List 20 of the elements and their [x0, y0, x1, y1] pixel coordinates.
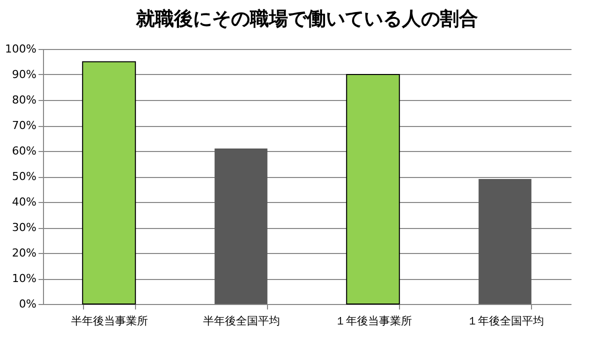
y-tick-label: 50%: [12, 170, 36, 183]
y-tick-label: 70%: [12, 119, 36, 132]
y-tick-label: 40%: [12, 196, 36, 208]
y-tick-label: 100%: [5, 42, 36, 56]
bar: [346, 74, 400, 304]
y-tick-label: 20%: [12, 246, 36, 260]
x-tick-label: １年後当事業所: [335, 314, 412, 328]
chart-title: 就職後にその職場で働いている人の割合: [135, 8, 478, 30]
bar: [82, 61, 136, 304]
y-tick-label: 0%: [19, 298, 36, 310]
x-tick-label: 半年後当事業所: [71, 314, 148, 328]
y-tick-label: 80%: [12, 94, 36, 106]
y-tick-label: 90%: [12, 68, 36, 81]
x-tick-label: 半年後全国平均: [203, 314, 280, 328]
y-tick-label: 30%: [12, 221, 36, 234]
y-tick-label: 10%: [12, 272, 36, 285]
bar: [478, 179, 532, 304]
y-tick-label: 60%: [12, 144, 36, 158]
x-tick-label: １年後全国平均: [467, 314, 544, 328]
bar: [214, 148, 268, 304]
